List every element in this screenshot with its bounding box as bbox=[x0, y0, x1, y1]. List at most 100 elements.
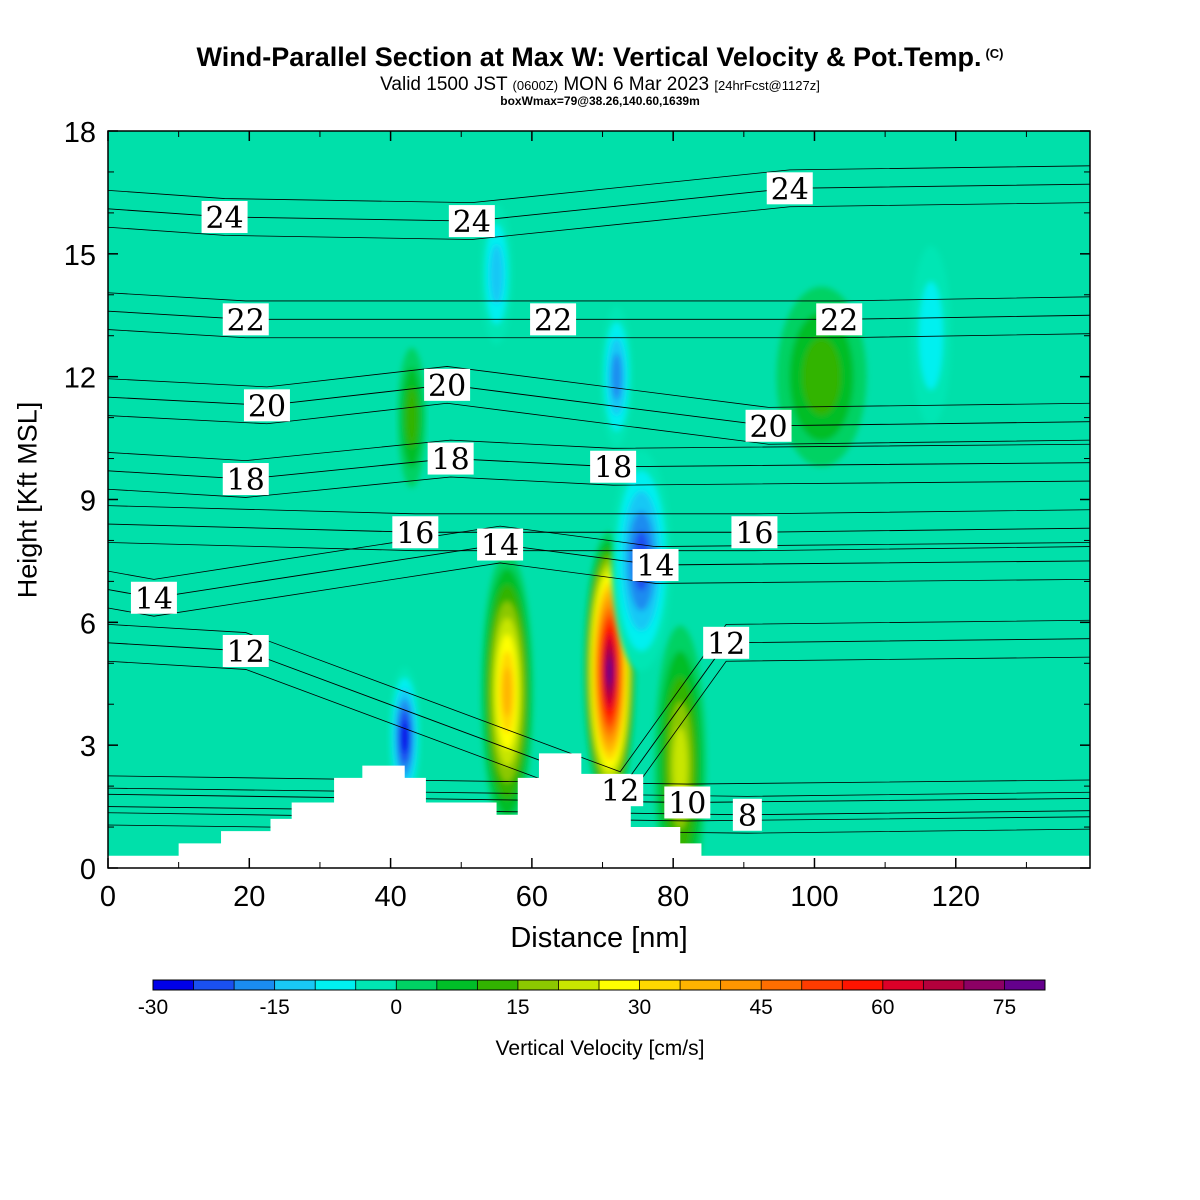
contour-label: 16 bbox=[731, 516, 778, 551]
contour-label-text: 18 bbox=[227, 463, 265, 498]
contour-label: 14 bbox=[130, 581, 177, 617]
contour-label: 24 bbox=[201, 200, 248, 236]
contour-label-text: 16 bbox=[735, 516, 773, 551]
pot-temp-contour bbox=[108, 439, 1090, 462]
y-tick-label: 0 bbox=[80, 854, 96, 886]
contour-label-text: 16 bbox=[396, 516, 434, 551]
contour-label: 14 bbox=[632, 549, 679, 584]
forecast-info: [24hrFcst@1127z] bbox=[714, 78, 820, 93]
contour-label-text: 24 bbox=[453, 205, 491, 240]
colorbar-swatch bbox=[477, 980, 519, 990]
contour-label-bg bbox=[424, 368, 471, 401]
colorbar-swatch bbox=[842, 980, 884, 990]
x-tick-label: 120 bbox=[932, 881, 980, 913]
colorbar-tick-label: 60 bbox=[871, 996, 894, 1019]
pot-temp-contour bbox=[108, 523, 1090, 533]
colorbar-tick-label: 30 bbox=[628, 996, 651, 1019]
contour-label: 12 bbox=[222, 634, 269, 670]
contour-label: 22 bbox=[816, 303, 863, 338]
velocity-cell bbox=[480, 204, 513, 345]
contour-label-text: 22 bbox=[534, 303, 572, 338]
velocity-band bbox=[489, 244, 504, 305]
contour-label: 20 bbox=[745, 409, 792, 445]
y-axis-label: Height [Kft MSL] bbox=[12, 401, 43, 599]
velocity-cell bbox=[911, 245, 952, 426]
colorbar-swatch bbox=[355, 980, 397, 990]
colorbar-tick-label: -30 bbox=[138, 996, 168, 1019]
contour-label-bg bbox=[766, 172, 813, 205]
colorbar-swatch bbox=[761, 980, 803, 990]
contour-label-text: 10 bbox=[668, 786, 706, 821]
velocity-band bbox=[401, 720, 409, 754]
pot-temp-contour bbox=[108, 476, 1090, 498]
colorbar-swatch bbox=[315, 980, 357, 990]
contour-label-text: 24 bbox=[771, 172, 809, 207]
contour-label: 22 bbox=[530, 303, 577, 338]
colorbar-swatch bbox=[436, 980, 478, 990]
contour-label: 22 bbox=[222, 303, 269, 338]
colorbar-swatch bbox=[639, 980, 681, 990]
contour-label-bg bbox=[222, 303, 269, 336]
pot-temp-contour bbox=[108, 775, 1090, 785]
box-info: boxWmax=79@38.26,140.60,1639m bbox=[500, 94, 700, 108]
contour-label-text: 18 bbox=[432, 443, 470, 478]
contour-label: 24 bbox=[766, 172, 813, 207]
colorbar-tick-label: 45 bbox=[750, 996, 773, 1019]
contour-label-bg bbox=[731, 516, 778, 549]
contour-label: 10 bbox=[664, 786, 711, 821]
contour-label: 20 bbox=[243, 389, 290, 424]
colorbar-swatch bbox=[396, 980, 438, 990]
contour-label-bg bbox=[477, 528, 524, 561]
colorbar-tick-label: 0 bbox=[390, 996, 402, 1019]
contour-label-bg bbox=[530, 303, 577, 336]
colorbar-swatch bbox=[801, 980, 843, 990]
contour-label-bg bbox=[732, 798, 762, 831]
x-tick-label: 40 bbox=[374, 881, 406, 913]
contour-label: 12 bbox=[703, 626, 750, 662]
x-tick-label: 100 bbox=[790, 881, 838, 913]
pot-temp-contour bbox=[108, 542, 1090, 552]
colorbar-swatch bbox=[234, 980, 276, 990]
velocity-band bbox=[405, 387, 418, 448]
contour-label-text: 8 bbox=[738, 799, 757, 834]
colorbar-swatch bbox=[882, 980, 924, 990]
pot-temp-contour bbox=[108, 505, 1090, 515]
colorbar-swatch bbox=[1004, 980, 1046, 990]
colorbar-swatch bbox=[680, 980, 722, 990]
velocity-cell bbox=[481, 551, 534, 832]
valid-date: MON 6 Mar 2023 bbox=[563, 74, 710, 95]
contour-label-bg bbox=[427, 442, 474, 475]
contour-label: 18 bbox=[590, 450, 637, 486]
contour-label: 14 bbox=[477, 528, 524, 564]
axes: 0 20 40 60 80 100 120 0 3 6 9 12 15 18 bbox=[64, 117, 1090, 913]
chart-title: Wind-Parallel Section at Max W: Vertical… bbox=[0, 42, 1200, 73]
x-axis-label: Distance [nm] bbox=[510, 922, 688, 954]
colorbar-tick-label: 15 bbox=[506, 996, 529, 1019]
pot-temp-contour bbox=[108, 525, 1090, 580]
contour-label-bg bbox=[590, 450, 637, 483]
velocity-band bbox=[611, 353, 622, 400]
contour-label-bg bbox=[201, 200, 248, 233]
contour-label-bg bbox=[448, 205, 495, 238]
colorbar-swatch bbox=[153, 980, 195, 990]
colorbar-swatch bbox=[517, 980, 559, 990]
contour-label-text: 12 bbox=[707, 627, 745, 662]
velocity-band bbox=[607, 658, 612, 685]
contour-label-bg bbox=[243, 389, 290, 422]
contour-label-text: 14 bbox=[636, 549, 674, 584]
contour-label: 16 bbox=[392, 516, 439, 551]
colorbar-swatch bbox=[558, 980, 600, 990]
pot-temp-contour bbox=[108, 329, 1090, 339]
velocity-band bbox=[919, 281, 944, 390]
velocity-cell bbox=[397, 347, 426, 488]
colorbar-tick-label: -15 bbox=[259, 996, 289, 1019]
contour-label-bg bbox=[632, 549, 679, 582]
colorbar-swatch bbox=[599, 980, 641, 990]
pot-temp-contour bbox=[108, 787, 1090, 797]
colorbar-label: Vertical Velocity [cm/s] bbox=[495, 1037, 705, 1060]
x-tick-label: 60 bbox=[516, 881, 548, 913]
contour-label-bg bbox=[597, 774, 644, 807]
pot-temp-contour bbox=[108, 165, 1090, 204]
contour-label-text: 12 bbox=[227, 635, 265, 670]
